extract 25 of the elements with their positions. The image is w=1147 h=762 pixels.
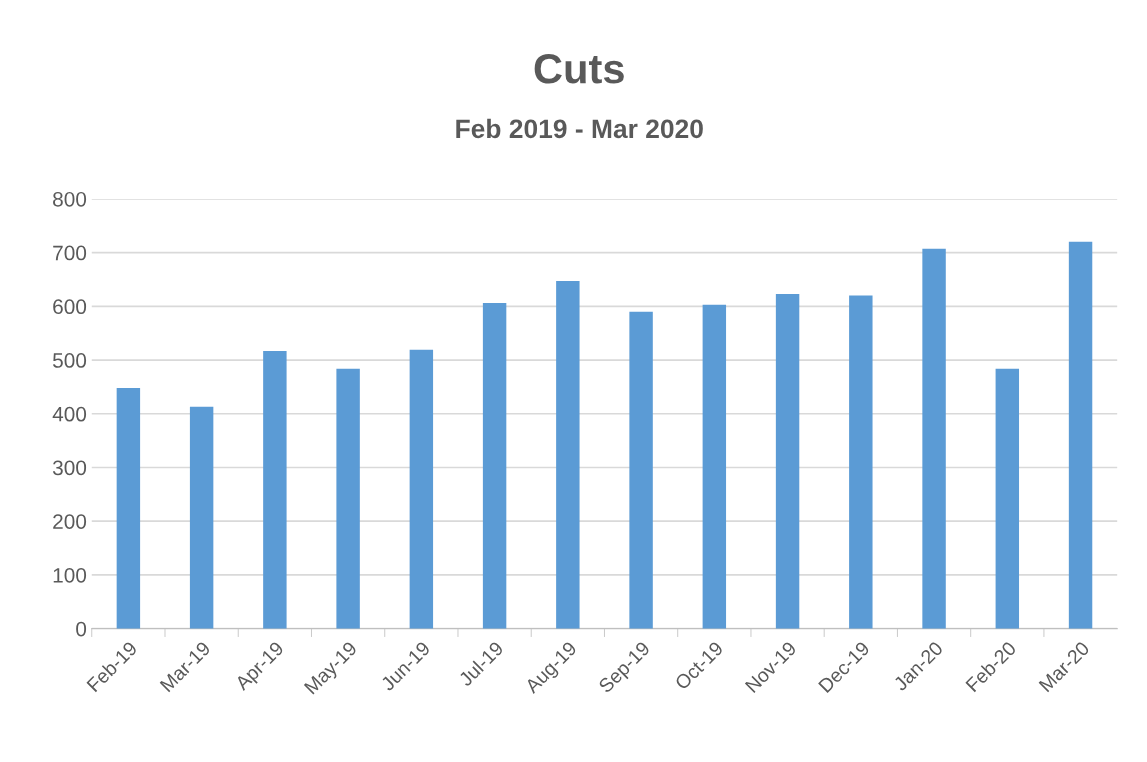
bar (775, 293, 800, 629)
bar (1068, 241, 1093, 629)
bar (702, 304, 727, 629)
y-tick-label: 100 (53, 567, 87, 583)
bar (922, 248, 946, 629)
bar (482, 303, 507, 629)
y-tick-label: 400 (52, 406, 87, 422)
bar (263, 350, 287, 629)
y-tick-label: 500 (52, 353, 87, 368)
y-tick-label: 200 (53, 514, 87, 529)
bar (189, 406, 214, 629)
y-tick-label: 0 (76, 621, 87, 637)
y-tick-label: 300 (52, 460, 87, 476)
bar (629, 311, 653, 629)
bar (116, 387, 141, 629)
chart-subtitle: Feb 2019 - Mar 2020 (456, 118, 703, 139)
bar (995, 368, 1020, 629)
y-tick-label: 700 (53, 245, 87, 261)
chart-title: Cuts (534, 54, 624, 84)
bar (336, 368, 360, 629)
bar (409, 349, 434, 629)
bar (556, 281, 580, 629)
y-tick-label: 800 (53, 191, 87, 207)
bar (849, 295, 873, 629)
y-tick-label: 600 (53, 299, 87, 315)
